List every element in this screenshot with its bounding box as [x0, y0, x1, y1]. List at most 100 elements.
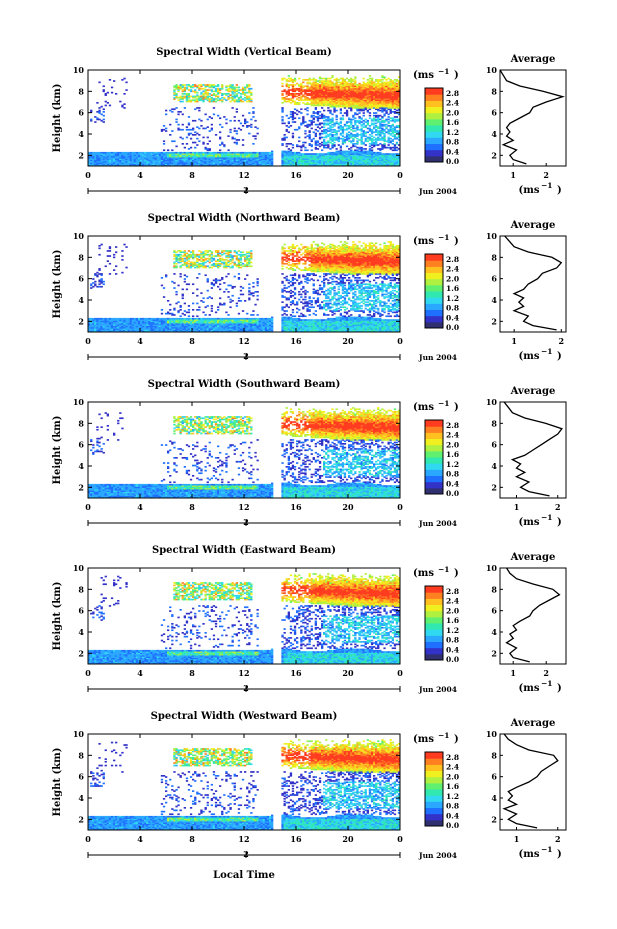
avg-x-tick-label: 2: [555, 834, 561, 844]
x-tick-label: 12: [238, 502, 249, 512]
y-axis-label: Height (km): [52, 84, 63, 153]
colorbar-unit-paren: ): [454, 402, 459, 413]
avg-x-tick-label: 1: [514, 834, 520, 844]
avg-y-tick-label: 4: [491, 461, 497, 471]
colorbar-swatch: [425, 635, 443, 642]
day-tick-label: 2: [243, 517, 249, 527]
day-tick-label: 2: [243, 185, 249, 195]
avg-unit-label: (ms: [519, 351, 540, 362]
x-tick-label: 8: [189, 336, 195, 346]
avg-x-tick-label: 2: [555, 502, 561, 512]
colorbar-tick-label: 1.6: [446, 616, 459, 625]
colorbar-swatch: [425, 432, 443, 439]
colorbar-tick-label: 1.2: [446, 460, 459, 469]
avg-unit-exp: −1: [541, 845, 553, 854]
colorbar-tick-label: 2.4: [446, 265, 459, 274]
colorbar-tick-label: 0.0: [446, 655, 459, 664]
y-tick-label: 6: [78, 440, 84, 450]
colorbar-unit-label: (ms: [413, 70, 434, 81]
colorbar-swatch: [425, 457, 443, 464]
colorbar-tick-label: 2.4: [446, 431, 459, 440]
colorbar-unit-exp: −1: [438, 565, 450, 574]
date-label: Jun 2004: [418, 519, 457, 528]
avg-x-tick-label: 1: [510, 170, 516, 180]
colorbar-tick-label: 0.0: [446, 323, 459, 332]
x-tick-label: 8: [189, 834, 195, 844]
average-title: Average: [510, 54, 556, 65]
x-tick-label: 4: [137, 668, 143, 678]
x-tick-label: 4: [137, 170, 143, 180]
colorbar-swatch: [425, 272, 443, 280]
day-tick-label: 2: [243, 849, 249, 859]
colorbar-swatch: [425, 604, 443, 612]
average-title: Average: [510, 386, 556, 397]
y-tick-label: 4: [78, 295, 84, 305]
colorbar-unit-label: (ms: [413, 236, 434, 247]
x-tick-label: 16: [290, 502, 302, 512]
y-tick-label: 8: [78, 86, 84, 96]
y-tick-label: 4: [78, 793, 84, 803]
colorbar-swatch: [425, 420, 443, 427]
x-tick-label: 16: [290, 834, 302, 844]
x-tick-label: 0: [85, 834, 91, 844]
colorbar-swatch: [425, 764, 443, 771]
colorbar-tick-label: 2.0: [446, 274, 459, 283]
colorbar-swatch: [425, 629, 443, 636]
colorbar-unit-paren: ): [454, 236, 459, 247]
y-tick-label: 10: [73, 231, 85, 241]
colorbar-swatch: [425, 610, 443, 618]
y-axis-label: Height (km): [52, 582, 63, 651]
avg-unit-paren: ): [557, 517, 562, 528]
x-tick-label: 8: [189, 170, 195, 180]
avg-x-tick-label: 1: [511, 336, 517, 346]
x-tick-label: 12: [238, 668, 249, 678]
colorbar-tick-label: 2.8: [446, 255, 459, 264]
average-frame: [499, 567, 567, 665]
colorbar-unit-exp: −1: [438, 233, 450, 242]
colorbar-swatch: [425, 131, 443, 138]
colorbar-unit-label: (ms: [413, 568, 434, 579]
y-axis-label: Height (km): [52, 250, 63, 319]
colorbar-swatch: [425, 463, 443, 470]
colorbar-tick-label: 2.4: [446, 99, 459, 108]
day-tick-label: 2: [243, 351, 249, 361]
colorbar-tick-label: 1.6: [446, 782, 459, 791]
colorbar-tick-label: 0.8: [446, 636, 459, 645]
x-tick-label: 0: [397, 336, 403, 346]
colorbar-tick-label: 2.8: [446, 89, 459, 98]
colorbar-swatch: [425, 438, 443, 446]
colorbar-swatch: [425, 598, 443, 605]
avg-y-tick-label: 2: [491, 648, 497, 658]
avg-y-tick-label: 6: [491, 108, 497, 118]
colorbar-unit-exp: −1: [438, 731, 450, 740]
x-tick-label: 20: [342, 170, 354, 180]
colorbar-swatch: [425, 801, 443, 808]
colorbar-tick-label: 2.0: [446, 772, 459, 781]
avg-unit-paren: ): [557, 351, 562, 362]
x-tick-label: 20: [342, 502, 354, 512]
colorbar-swatch: [425, 321, 443, 329]
x-tick-label: 12: [238, 170, 249, 180]
avg-unit-exp: −1: [541, 347, 553, 356]
avg-y-tick-label: 2: [491, 482, 497, 492]
average-frame: [499, 235, 567, 333]
average-title: Average: [510, 552, 556, 563]
y-tick-label: 2: [78, 482, 84, 492]
heatmap-cells: [88, 739, 401, 831]
x-tick-label: 0: [397, 668, 403, 678]
average-line: [502, 733, 559, 829]
x-tick-label: 4: [137, 336, 143, 346]
average-frame: [499, 733, 567, 831]
x-tick-label: 0: [85, 170, 91, 180]
avg-unit-label: (ms: [519, 683, 540, 694]
x-tick-label: 8: [189, 668, 195, 678]
colorbar-swatch: [425, 653, 443, 661]
colorbar-swatch: [425, 776, 443, 784]
avg-x-tick-label: 1: [510, 668, 516, 678]
colorbar-tick-label: 1.2: [446, 294, 459, 303]
avg-y-tick-label: 10: [486, 65, 498, 75]
x-tick-label: 20: [342, 834, 354, 844]
colorbar-swatch: [425, 155, 443, 163]
